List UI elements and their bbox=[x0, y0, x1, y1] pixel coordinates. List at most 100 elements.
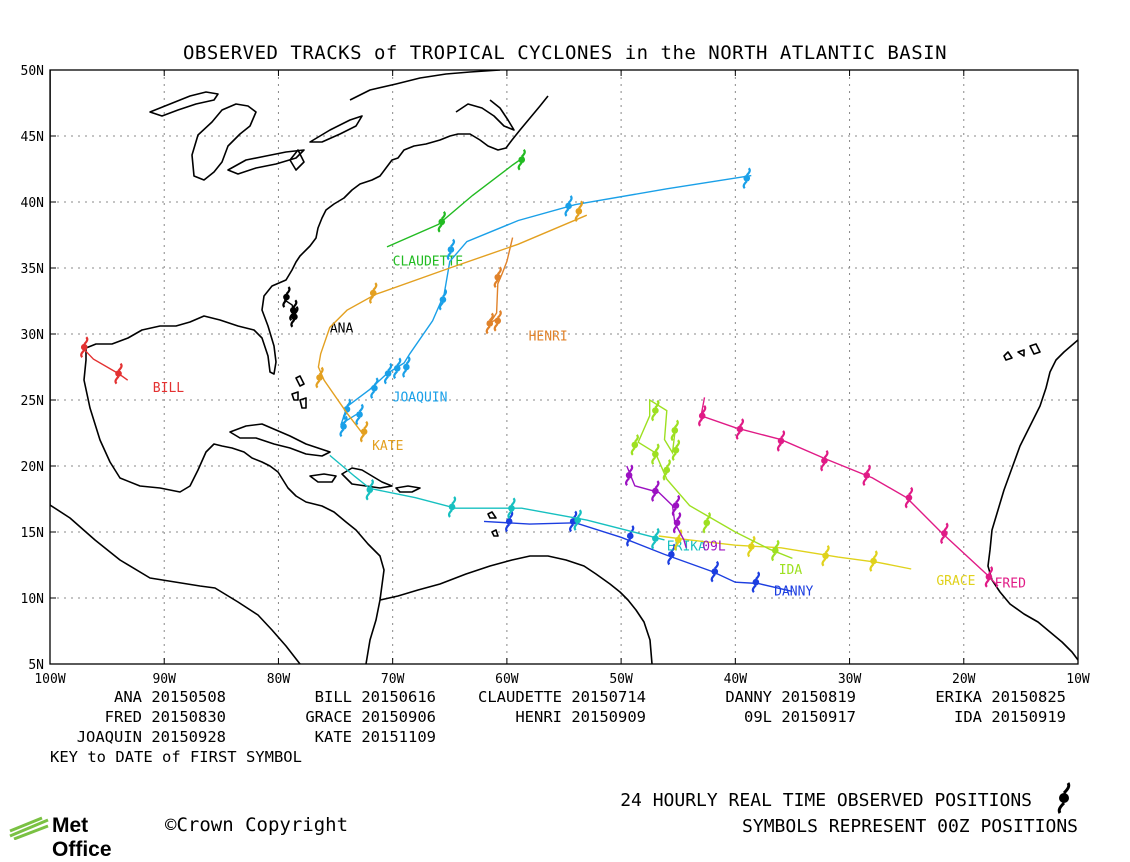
cyclone-symbol bbox=[517, 148, 526, 171]
cyclone-symbol bbox=[702, 511, 711, 534]
lat-label: 5N bbox=[28, 658, 44, 673]
cyclone-symbol bbox=[630, 434, 639, 456]
cyclone-symbol bbox=[820, 449, 829, 472]
lon-label: 100W bbox=[34, 672, 65, 687]
cyclone-symbol bbox=[862, 464, 871, 487]
key-entry: FRED 20150830 bbox=[104, 708, 226, 726]
cyclone-symbol bbox=[365, 478, 374, 501]
storm-label: GRACE bbox=[936, 574, 975, 589]
cyclone-symbol bbox=[437, 211, 446, 233]
storm-label: ANA bbox=[330, 322, 354, 337]
lon-label: 80W bbox=[267, 672, 291, 687]
grid-lines bbox=[50, 70, 1078, 664]
storm-grace: GRACE bbox=[658, 529, 976, 589]
cyclone-symbol bbox=[776, 430, 786, 452]
storm-09l: 09L bbox=[624, 464, 726, 554]
cyclone-symbol bbox=[485, 312, 494, 335]
track-line bbox=[700, 397, 999, 587]
cyclone-symbol bbox=[672, 511, 682, 534]
cyclone-symbol bbox=[493, 310, 502, 332]
cyclone-symbol bbox=[771, 539, 780, 562]
storm-claudette: CLAUDETTE bbox=[386, 148, 526, 269]
lat-label: 35N bbox=[21, 262, 44, 277]
lon-label: 70W bbox=[381, 672, 405, 687]
key-entry: ANA 20150508 bbox=[114, 688, 226, 706]
storm-label: JOAQUIN bbox=[393, 390, 448, 405]
cyclone-symbol bbox=[402, 356, 411, 378]
cyclone-symbol bbox=[984, 566, 994, 588]
map-title: OBSERVED TRACKS of TROPICAL CYCLONES in … bbox=[182, 42, 948, 64]
key-caption: KEY to DATE of FIRST SYMBOL bbox=[50, 748, 302, 766]
cyclone-symbol bbox=[651, 527, 660, 550]
track-line bbox=[483, 520, 793, 593]
track-line bbox=[317, 214, 588, 437]
lon-label: 10W bbox=[1066, 672, 1090, 687]
storm-label: 09L bbox=[702, 539, 726, 554]
cyclone-symbol bbox=[710, 560, 719, 583]
cyclone-symbol bbox=[751, 571, 761, 593]
key-entry: IDA 20150919 bbox=[954, 708, 1066, 726]
cyclone-symbol bbox=[662, 459, 671, 481]
cyclone-symbol bbox=[735, 418, 745, 440]
lon-label: 60W bbox=[495, 672, 519, 687]
lat-label: 45N bbox=[21, 130, 44, 145]
track-line bbox=[386, 156, 525, 248]
storm-label: DANNY bbox=[774, 584, 813, 599]
cyclone-symbol bbox=[651, 399, 660, 422]
cyclone-symbol bbox=[671, 494, 681, 517]
cyclone-symbol bbox=[573, 509, 582, 531]
track-line bbox=[329, 454, 665, 541]
cyclone-symbol bbox=[339, 415, 348, 438]
key-entry: JOAQUIN 20150928 bbox=[76, 728, 226, 746]
storm-label: BILL bbox=[153, 381, 184, 396]
storm-ana: ANA bbox=[282, 286, 354, 337]
lat-label: 50N bbox=[21, 64, 44, 79]
footer-line-2: SYMBOLS REPRESENT 00Z POSITIONS bbox=[742, 816, 1078, 837]
key-entry: GRACE 20150906 bbox=[305, 708, 436, 726]
footer-line-1: 24 HOURLY REAL TIME OBSERVED POSITIONS bbox=[620, 790, 1032, 811]
storm-kate: KATE bbox=[315, 200, 588, 454]
lon-label: 50W bbox=[609, 672, 633, 687]
key-entry: KATE 20151109 bbox=[314, 728, 436, 746]
cyclone-symbol bbox=[564, 195, 573, 217]
cyclone-symbol bbox=[355, 403, 364, 426]
storm-bill: BILL bbox=[80, 336, 184, 396]
axis-labels: 5N 10N 15N 20N 25N 30N 35N 40N 45N 50N 100W 90W 80W 7… bbox=[21, 64, 1090, 687]
track-line bbox=[658, 535, 912, 570]
cyclone-symbol bbox=[114, 362, 123, 385]
cyclone-symbol bbox=[821, 544, 830, 567]
cyclone-symbol bbox=[626, 525, 635, 547]
storm-label: IDA bbox=[779, 563, 803, 578]
cyclone-symbol bbox=[904, 486, 914, 509]
key-entry: ERIKA 20150825 bbox=[935, 688, 1066, 706]
cyclone-symbol-icon bbox=[1057, 782, 1071, 814]
cyclone-symbol bbox=[493, 266, 502, 289]
cyclone-symbol bbox=[742, 167, 751, 190]
storm-ida: IDA bbox=[630, 398, 803, 578]
lon-label: 20W bbox=[952, 672, 976, 687]
cyclone-symbol bbox=[624, 464, 634, 487]
cyclone-symbol bbox=[651, 480, 660, 502]
storm-henri: HENRI bbox=[485, 237, 568, 345]
cyclone-symbol bbox=[574, 200, 583, 223]
cyclone-symbol bbox=[359, 420, 369, 443]
cyclone-symbol bbox=[670, 419, 679, 442]
logo-text: Met Office bbox=[52, 814, 112, 861]
cyclone-symbol bbox=[393, 357, 402, 380]
track-line bbox=[637, 398, 793, 560]
track-line bbox=[626, 465, 687, 548]
cyclone-symbol bbox=[698, 405, 707, 427]
cyclone-symbol bbox=[674, 529, 683, 551]
lon-label: 40W bbox=[724, 672, 748, 687]
cyclone-symbol bbox=[369, 282, 378, 304]
cyclone-symbol bbox=[671, 439, 681, 461]
cyclone-symbol bbox=[869, 550, 878, 572]
cyclone-symbol bbox=[290, 306, 299, 328]
cyclone-symbol bbox=[447, 496, 457, 518]
storm-danny: DANNY bbox=[483, 510, 813, 599]
key-entry: HENRI 20150909 bbox=[515, 708, 646, 726]
cyclone-symbol bbox=[370, 377, 379, 399]
storm-label: KATE bbox=[372, 439, 403, 454]
cyclone-symbol bbox=[80, 336, 89, 358]
lat-label: 20N bbox=[21, 460, 44, 475]
